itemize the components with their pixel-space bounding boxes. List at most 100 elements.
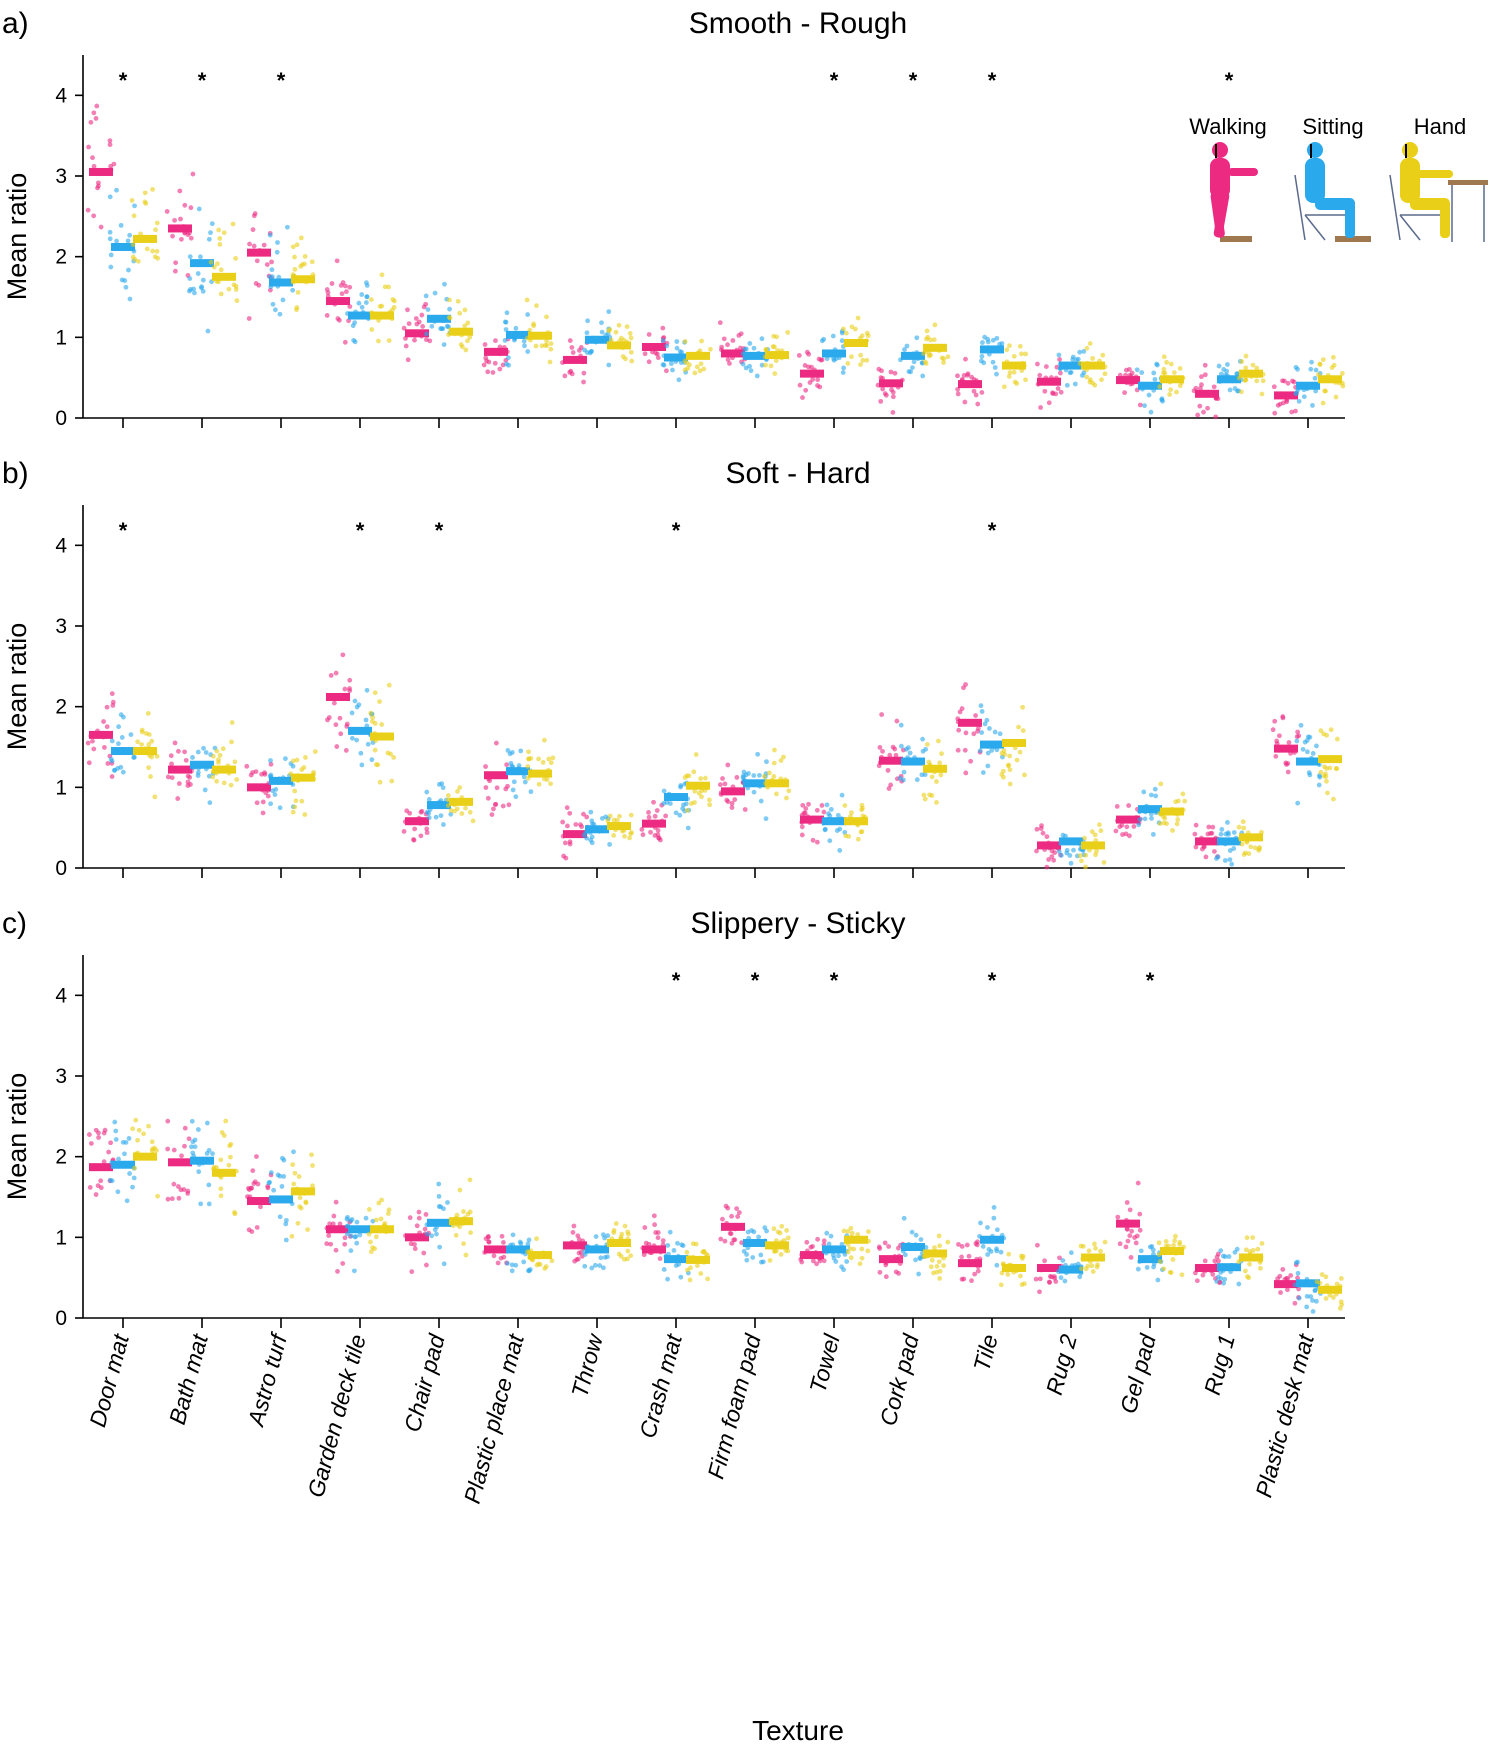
- data-point: [101, 1159, 107, 1165]
- data-point: [843, 330, 849, 336]
- data-point: [412, 337, 417, 343]
- data-point: [1064, 847, 1070, 853]
- data-point: [945, 354, 951, 360]
- data-point: [292, 254, 297, 260]
- data-point: [169, 1196, 175, 1202]
- data-point: [1020, 704, 1026, 710]
- data-point: [624, 324, 630, 330]
- data-point: [674, 339, 680, 344]
- mean-marker: [822, 817, 846, 826]
- data-point: [335, 1269, 340, 1274]
- data-point: [352, 698, 358, 704]
- data-point: [195, 773, 201, 778]
- mean-marker: [585, 335, 609, 344]
- data-point: [1006, 374, 1012, 379]
- data-point: [945, 1239, 951, 1245]
- mean-marker: [958, 1259, 982, 1268]
- data-point: [768, 363, 774, 369]
- data-point: [521, 774, 527, 780]
- data-point: [617, 813, 622, 819]
- data-point: [544, 338, 550, 344]
- data-point: [1163, 1239, 1169, 1244]
- data-point: [1056, 352, 1062, 358]
- data-point: [205, 328, 211, 334]
- data-point: [467, 809, 473, 815]
- data-point: [385, 750, 391, 756]
- data-point: [668, 361, 674, 367]
- data-point: [195, 749, 201, 755]
- data-point: [146, 742, 152, 747]
- data-point: [528, 755, 534, 761]
- data-point: [1284, 399, 1290, 405]
- data-point: [1017, 343, 1023, 349]
- data-point: [454, 1212, 460, 1218]
- data-point: [268, 758, 273, 763]
- data-point: [849, 1230, 855, 1236]
- data-point: [773, 358, 779, 364]
- data-point: [980, 340, 985, 345]
- data-point: [1227, 848, 1233, 853]
- data-point: [1080, 1243, 1086, 1249]
- data-point: [1122, 390, 1127, 396]
- data-point: [118, 712, 124, 718]
- mean-marker: [1239, 369, 1263, 378]
- data-point: [1295, 800, 1301, 806]
- mean-marker: [1274, 744, 1298, 753]
- data-point: [353, 1234, 359, 1240]
- data-point: [379, 272, 385, 278]
- data-point: [890, 389, 896, 395]
- data-point: [771, 774, 777, 779]
- data-point: [1222, 1276, 1228, 1282]
- mean-marker: [427, 801, 451, 810]
- data-point: [613, 329, 619, 335]
- data-point: [423, 1262, 429, 1268]
- data-point: [218, 267, 224, 273]
- data-point: [1285, 380, 1291, 386]
- data-point: [268, 1170, 274, 1175]
- data-point: [821, 336, 827, 342]
- data-point: [455, 789, 460, 794]
- data-point: [86, 1132, 92, 1137]
- data-point: [844, 1259, 850, 1264]
- data-point: [358, 750, 364, 756]
- data-point: [139, 742, 145, 747]
- data-point: [1304, 1293, 1310, 1299]
- data-point: [363, 1215, 369, 1221]
- data-point: [1200, 1272, 1206, 1278]
- mean-marker: [427, 314, 451, 323]
- data-point: [1137, 817, 1143, 822]
- data-point: [548, 781, 553, 787]
- data-point: [364, 294, 370, 300]
- data-point: [254, 258, 260, 264]
- data-point: [178, 216, 183, 222]
- data-point: [333, 1247, 339, 1253]
- data-point: [920, 736, 926, 742]
- data-point: [1082, 835, 1087, 841]
- data-point: [1313, 388, 1319, 394]
- data-point: [547, 359, 553, 365]
- data-point: [85, 207, 91, 213]
- data-point: [584, 835, 590, 841]
- mean-marker: [1160, 375, 1184, 384]
- data-point: [1222, 1254, 1228, 1260]
- data-point: [277, 311, 283, 317]
- data-point: [386, 284, 391, 290]
- data-point: [1164, 359, 1170, 365]
- data-point: [956, 727, 962, 733]
- data-point: [1221, 1280, 1226, 1286]
- data-point: [114, 238, 119, 244]
- data-point: [935, 738, 941, 744]
- data-point: [1175, 798, 1181, 804]
- data-point: [763, 816, 769, 822]
- data-point: [920, 373, 926, 379]
- data-point: [639, 827, 645, 832]
- data-point: [1099, 377, 1104, 383]
- data-point: [168, 753, 174, 759]
- data-point: [294, 305, 300, 310]
- data-point: [770, 344, 776, 349]
- data-point: [573, 822, 579, 827]
- data-point: [437, 1244, 443, 1250]
- data-point: [1294, 734, 1300, 740]
- data-point: [122, 1151, 127, 1157]
- data-point: [525, 312, 531, 317]
